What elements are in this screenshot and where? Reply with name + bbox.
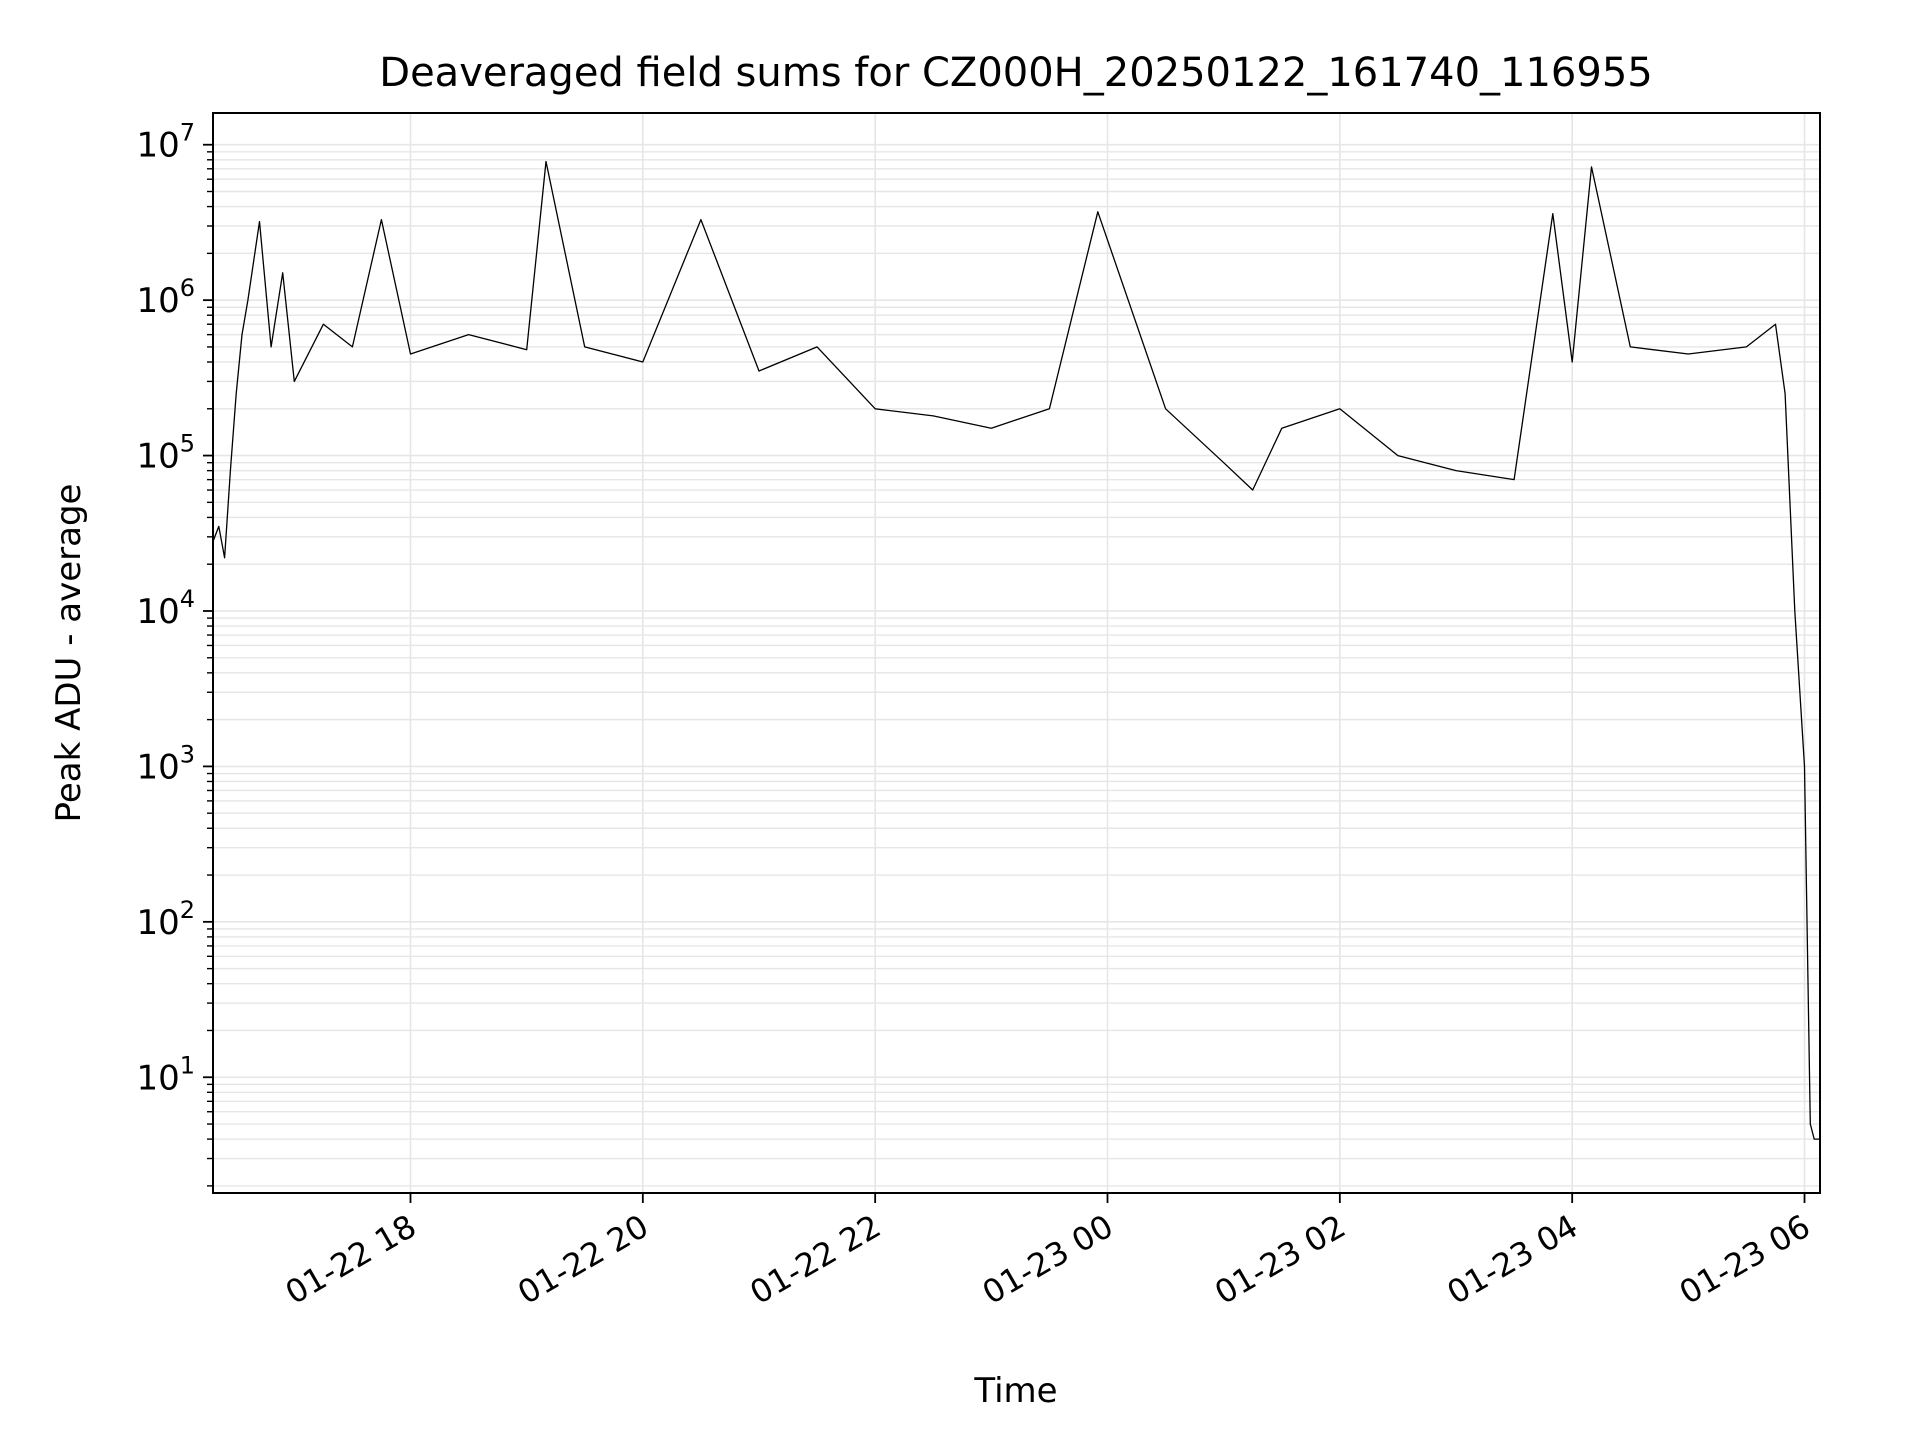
plot-frame xyxy=(212,112,1821,1194)
y-tick-label: 103 xyxy=(136,740,195,787)
x-axis-label: Time xyxy=(973,1371,1057,1411)
grid xyxy=(213,113,1820,1193)
y-tick-label: 105 xyxy=(136,430,195,477)
y-tick-label: 101 xyxy=(136,1051,195,1098)
chart-title: Deaveraged field sums for CZ000H_2025012… xyxy=(379,50,1652,96)
y-axis: 101 102 103 104 105 106 107 xyxy=(136,119,213,1187)
y-tick-label: 107 xyxy=(136,119,195,166)
y-tick-label: 106 xyxy=(136,274,195,321)
series-line xyxy=(213,160,1820,1140)
y-axis-label: Peak ADU - average xyxy=(49,484,89,823)
y-tick-label: 102 xyxy=(136,896,195,943)
y-tick-label: 104 xyxy=(136,585,195,632)
plot-area xyxy=(213,160,1820,1140)
